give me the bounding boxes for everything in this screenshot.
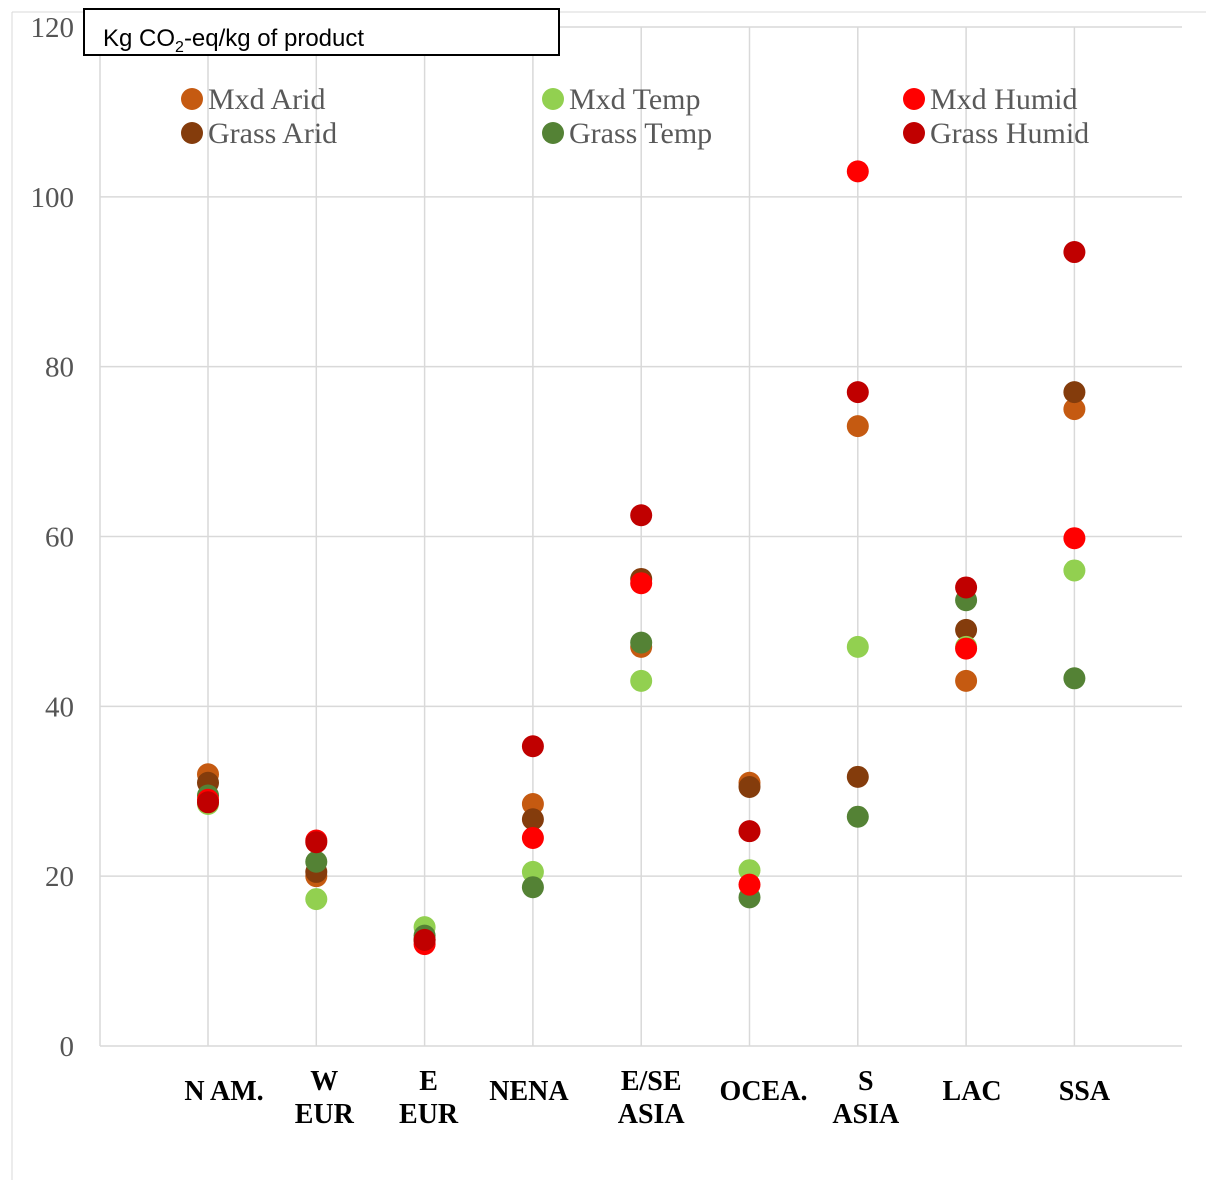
data-point (846, 415, 869, 438)
y-tick-label: 40 (45, 691, 74, 723)
data-point (305, 831, 328, 854)
legend-entry: Mxd Humid (930, 83, 1078, 116)
grid (11, 11, 1206, 1180)
data-point (521, 808, 544, 831)
legend-marker (181, 122, 203, 144)
x-axis-category-labels: N AM. W EUR E EUR NENA E/SE ASIA OCEA. S ASIA LAC SS… (184, 1066, 1111, 1130)
y-tick-label: 60 (45, 522, 74, 554)
legend-entry: Mxd Temp (569, 83, 701, 116)
data-point (521, 735, 544, 758)
data-point (738, 776, 761, 799)
data-point (846, 635, 869, 658)
y-tick-label: 100 (31, 182, 75, 214)
legend-entry: Grass Temp (569, 117, 712, 150)
data-point (846, 381, 869, 404)
data-point (846, 805, 869, 828)
data-point (521, 860, 544, 883)
unit-label-suffix: -eq/kg of product (184, 25, 364, 52)
y-tick-label: 80 (45, 352, 74, 384)
data-point (846, 765, 869, 788)
y-tick-label: 20 (45, 861, 74, 893)
legend-marker (181, 88, 203, 110)
data-points (197, 160, 1086, 956)
data-point (955, 637, 978, 660)
data-point (1063, 667, 1086, 690)
data-point (630, 631, 653, 654)
x-category-label: E/SE ASIA (618, 1066, 686, 1130)
y-tick-label: 0 (60, 1031, 75, 1063)
x-category-label: W EUR (295, 1066, 355, 1130)
data-point (521, 876, 544, 899)
unit-label-box: Kg CO2-eq/kg of product (83, 8, 560, 56)
data-point (1063, 241, 1086, 264)
legend-entry: Grass Humid (930, 117, 1089, 150)
legend-marker (903, 88, 925, 110)
data-point (1063, 527, 1086, 550)
x-category-label: N AM. (184, 1076, 263, 1107)
data-point (738, 820, 761, 843)
y-axis-ticks: 0 20 40 60 80 100 120 (31, 12, 75, 1063)
data-point (955, 618, 978, 641)
data-point (1063, 381, 1086, 404)
legend-marker (542, 122, 564, 144)
x-category-label: SSA (1059, 1076, 1111, 1107)
data-point (630, 669, 653, 692)
unit-label-subscript: 2 (175, 39, 184, 56)
data-point (738, 873, 761, 896)
legend-entry: Mxd Arid (208, 83, 326, 116)
legend-entry: Grass Arid (208, 117, 337, 150)
x-category-label: OCEA. (720, 1076, 808, 1107)
data-point (1063, 398, 1086, 421)
data-point (846, 160, 869, 183)
data-point (521, 826, 544, 849)
data-point (955, 669, 978, 692)
x-category-label: E EUR (399, 1066, 459, 1130)
data-point (305, 888, 328, 911)
data-point (1063, 559, 1086, 582)
data-point (521, 792, 544, 815)
legend-marker (542, 88, 564, 110)
data-point (413, 928, 436, 951)
y-tick-label: 120 (31, 12, 75, 44)
x-category-label: LAC (943, 1076, 1002, 1107)
x-category-label: NENA (489, 1076, 569, 1107)
data-point (955, 576, 978, 599)
unit-label-prefix: Kg CO (103, 25, 175, 52)
x-category-label: S ASIA (832, 1066, 900, 1130)
legend-marker (903, 122, 925, 144)
data-point (197, 791, 219, 814)
data-point (630, 572, 653, 595)
data-point (305, 850, 328, 873)
unit-label: Kg CO2-eq/kg of product (103, 25, 364, 56)
data-point (630, 504, 653, 527)
